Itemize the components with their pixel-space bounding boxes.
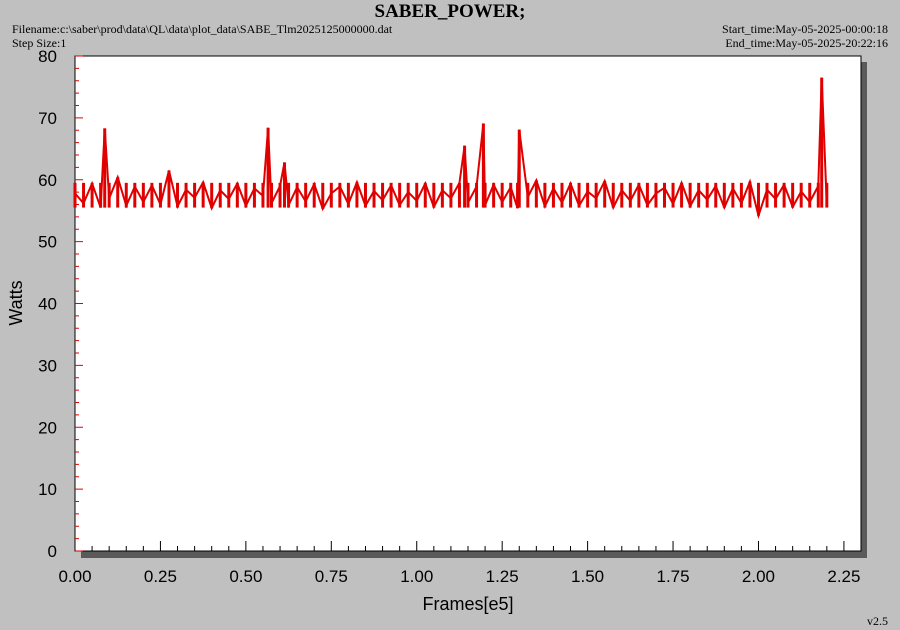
x-axis-label: Frames[e5] [422,594,513,614]
x-tick-label: 1.50 [571,567,604,586]
chart-title: SABER_POWER; [374,1,526,22]
x-tick-label: 0.00 [58,567,91,586]
start-time-label: Start_time:May-05-2025-00:00:18 [722,22,888,36]
y-tick-label: 30 [38,356,57,375]
y-tick-label: 0 [48,542,57,561]
y-tick-label: 50 [38,233,57,252]
time-info: Start_time:May-05-2025-00:00:18 End_time… [722,22,888,50]
x-tick-label: 0.50 [229,567,262,586]
x-tick-label: 0.75 [315,567,348,586]
y-tick-label: 80 [38,47,57,66]
x-tick-label: 2.25 [827,567,860,586]
filename-label: Filename:c:\saber\prod\data\QL\data\plot… [12,22,393,36]
step-size-label: Step Size:1 [12,36,67,50]
series-group [73,77,829,220]
x-tick-label: 2.00 [742,567,775,586]
file-info: Filename:c:\saber\prod\data\QL\data\plot… [12,22,392,50]
x-tick-label: 0.25 [144,567,177,586]
plot-area [74,55,862,552]
y-tick-label: 70 [38,109,57,128]
x-axis-ticks: 0.00 0.25 0.50 0.75 1.00 1.25 1.50 1.75 2.00 2.25 [58,541,860,586]
y-tick-label: 10 [38,480,57,499]
x-tick-label: 1.75 [656,567,689,586]
x-tick-label: 1.00 [400,567,433,586]
y-tick-label: 20 [38,418,57,437]
end-time-label: End_time:May-05-2025-20:22:16 [725,36,888,50]
y-tick-label: 60 [38,171,57,190]
x-tick-label: 1.25 [486,567,519,586]
y-tick-label: 40 [38,295,57,314]
y-axis-label: Watts [6,280,26,325]
y-axis-ticks: 0 10 20 30 40 50 60 70 80 [38,47,83,561]
version-label: v2.5 [867,614,888,628]
